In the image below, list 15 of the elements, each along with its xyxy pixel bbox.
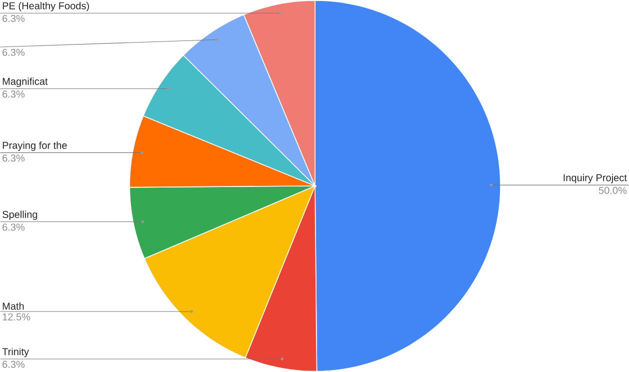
data-label: 6.3%: [2, 90, 25, 98]
slice-label: Trinity: [2, 348, 29, 358]
data-label: 12.5%: [2, 313, 30, 321]
data-label: 6.3%: [2, 224, 25, 231]
data-label: 6.3%: [2, 360, 25, 368]
slice-label: Praying for the: [2, 142, 67, 152]
data-label: 6.3%: [2, 154, 25, 162]
slice-label: PE (Healthy Foods): [2, 2, 89, 12]
data-label: 6.3%: [2, 15, 25, 22]
slice-label: Math: [2, 302, 24, 310]
slice-label: Magnificat: [2, 78, 48, 88]
slice-label: Inquiry Project: [564, 174, 627, 184]
data-label: 6.3%: [2, 48, 25, 56]
data-label: 50.0%: [598, 186, 627, 194]
slice-label: Spelling: [2, 210, 38, 220]
